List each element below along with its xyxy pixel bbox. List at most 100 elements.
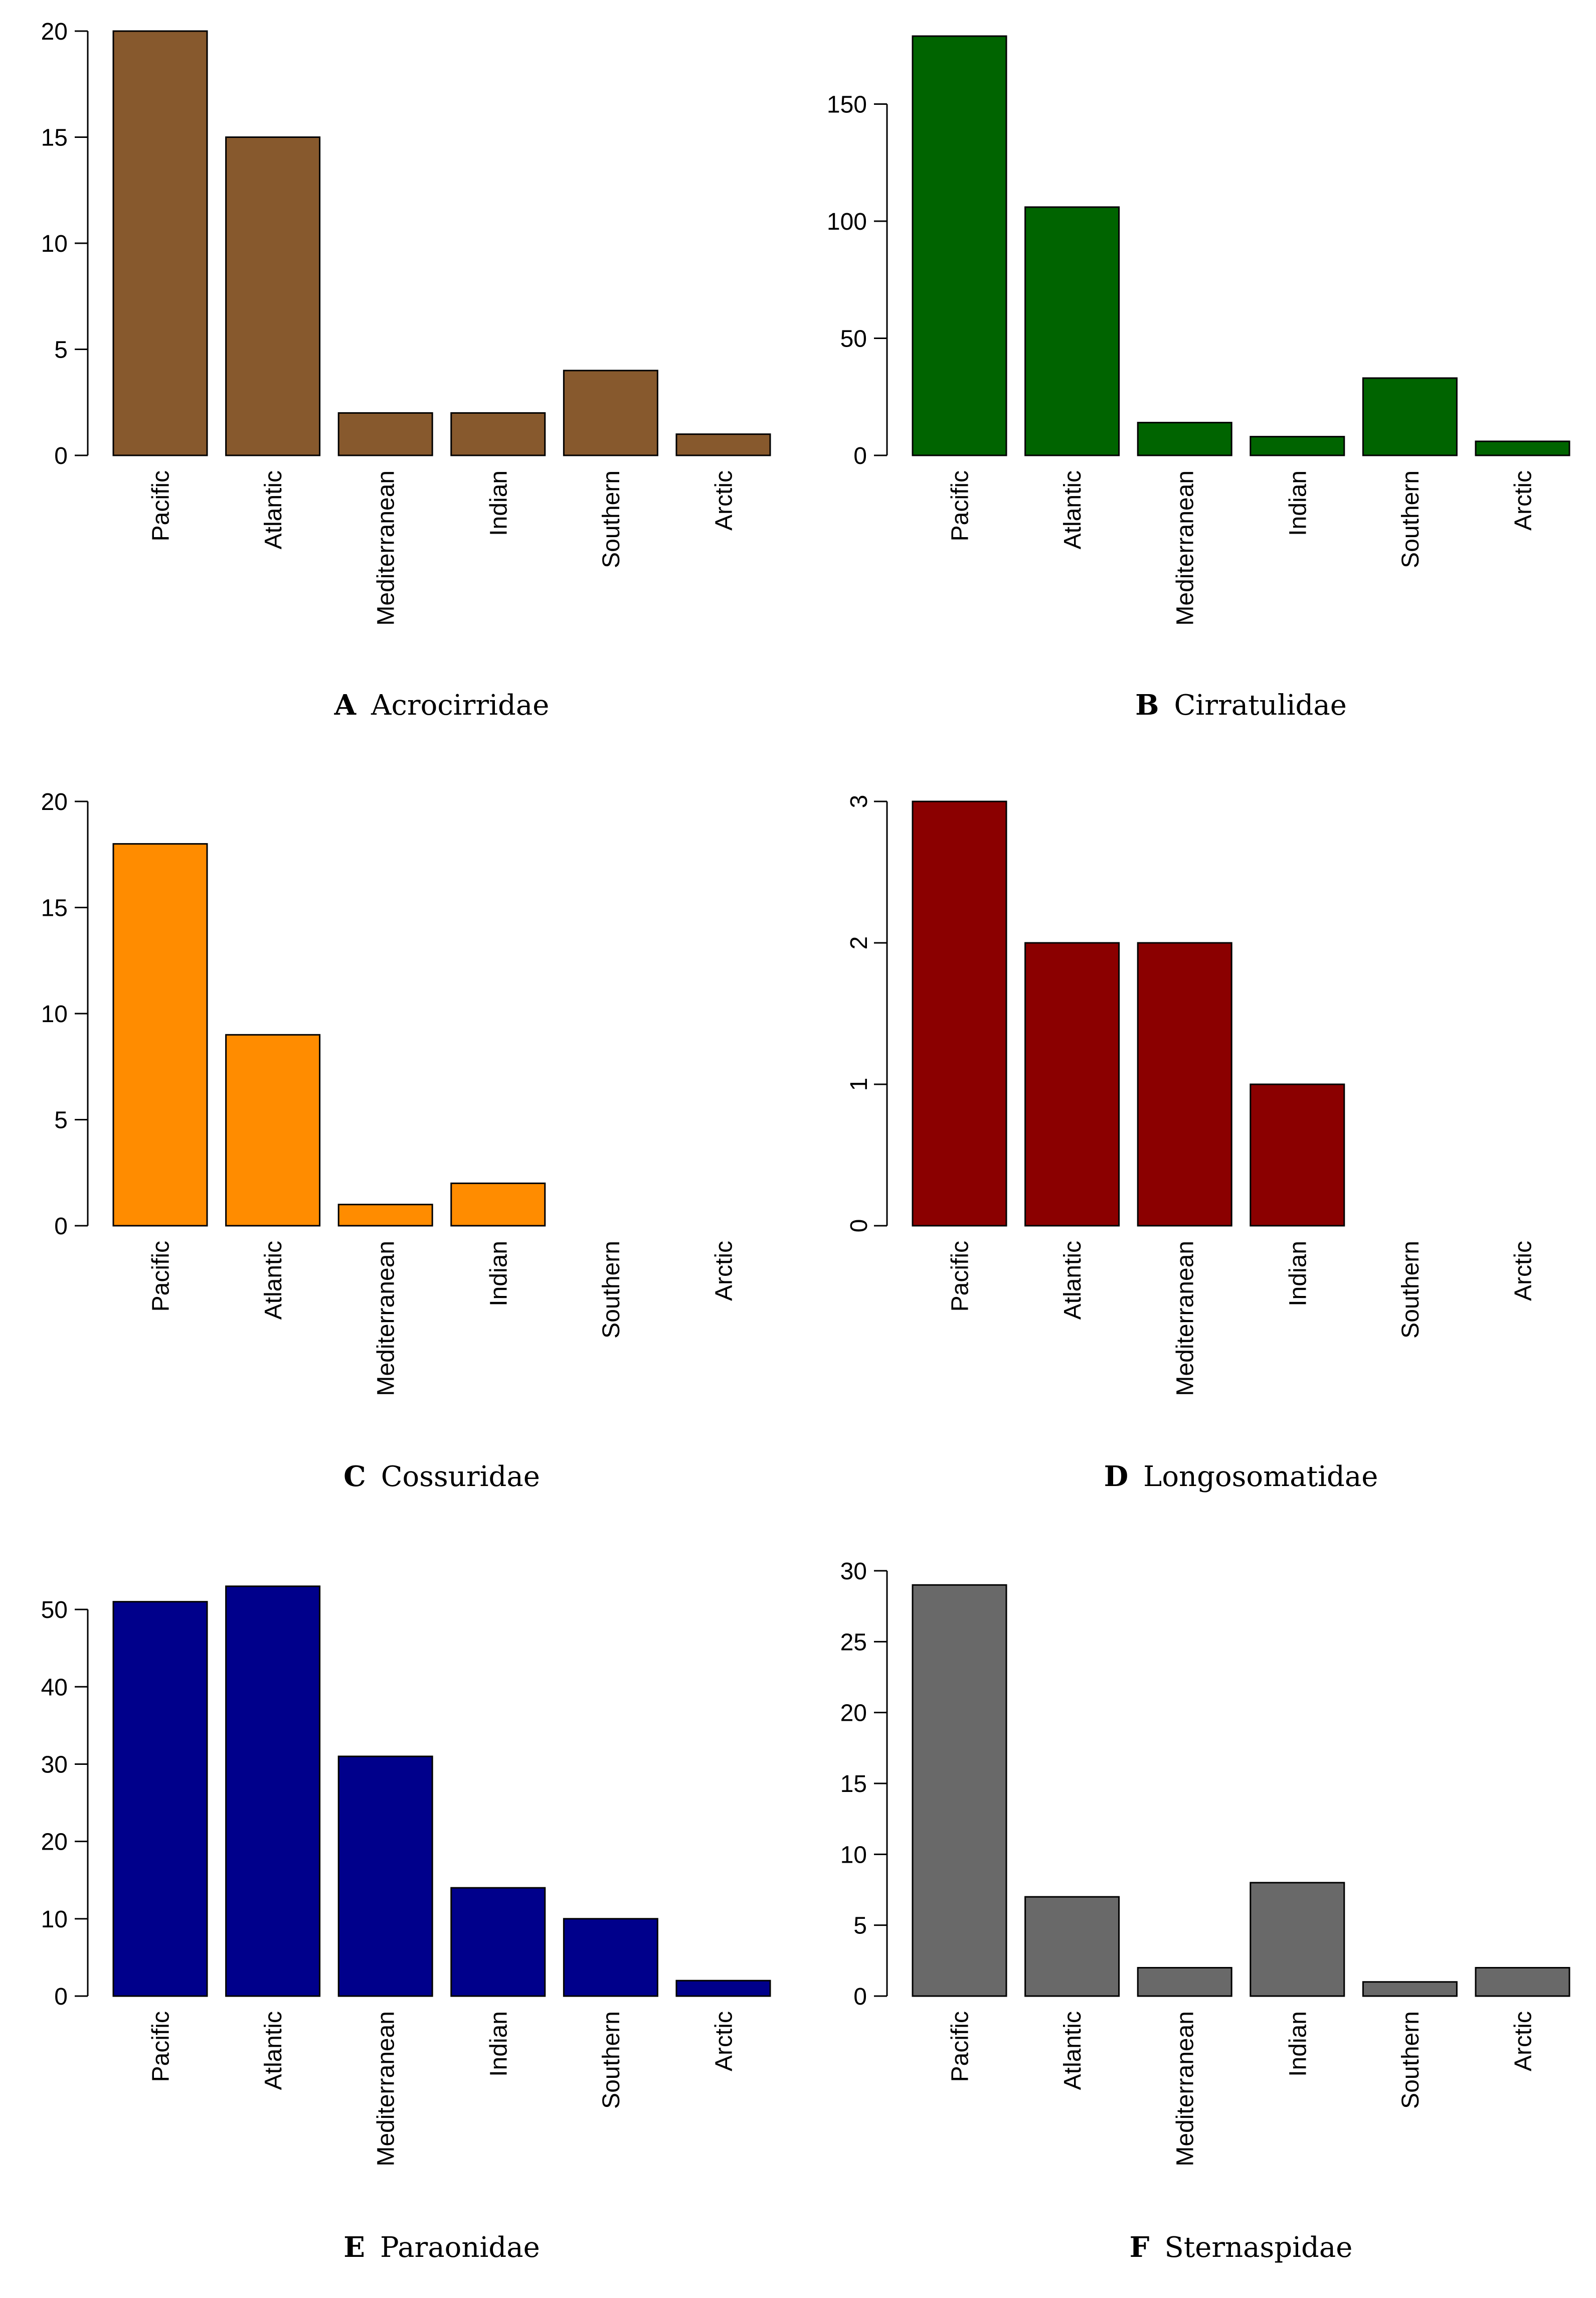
y-tick-label: 0 <box>846 1219 872 1233</box>
bar-indian <box>1250 1083 1345 1227</box>
category-label-atlantic: Atlantic <box>260 2011 287 2090</box>
bar-indian <box>1250 1882 1345 1997</box>
category-label-indian: Indian <box>485 2011 512 2077</box>
bar-indian <box>450 412 546 456</box>
category-label-atlantic: Atlantic <box>1059 470 1086 549</box>
panel-title: Sternaspidae <box>1164 2231 1352 2264</box>
panel-title: Paraonidae <box>380 2231 540 2264</box>
panel-letter: F <box>1130 2231 1150 2264</box>
panel-letter: A <box>334 689 357 722</box>
category-label-southern: Southern <box>598 1241 625 1339</box>
y-tick-label: 25 <box>840 1629 867 1656</box>
panel-d: 0 1 2 3 Pacific Atlantic Mediterranean Indian So… <box>846 795 1537 1493</box>
category-label-arctic: Arctic <box>711 470 738 531</box>
panel-title: Acrocirridae <box>371 689 549 722</box>
bar-indian <box>450 1182 546 1227</box>
bar-atlantic <box>225 1034 321 1227</box>
category-label-atlantic: Atlantic <box>1059 2011 1086 2090</box>
bar-indian <box>450 1887 546 1997</box>
y-tick-label: 20 <box>41 789 68 815</box>
panel-title: Cossuridae <box>381 1460 540 1493</box>
bar-pacific <box>112 1601 208 1997</box>
y-tick-label: 150 <box>827 91 867 118</box>
y-tick-label: 2 <box>846 936 872 950</box>
category-label-southern: Southern <box>1397 1241 1424 1339</box>
y-tick-label: 1 <box>846 1078 872 1091</box>
y-tick-label: 100 <box>827 209 867 235</box>
panel-caption: E Paraonidae <box>343 2231 540 2264</box>
bar-atlantic <box>1024 1896 1120 1997</box>
y-tick-label: 50 <box>41 1597 68 1623</box>
panel-a: 0 5 10 15 20 Pacific Atlantic Mediterranean Indi… <box>41 19 771 722</box>
y-tick-label: 0 <box>54 1213 68 1240</box>
category-label-mediterranean: Mediterranean <box>1172 1241 1199 1396</box>
y-tick-label: 40 <box>41 1674 68 1701</box>
bar-atlantic <box>1024 206 1120 456</box>
panel-letter: E <box>343 2231 365 2264</box>
y-tick-label: 15 <box>41 895 68 922</box>
category-label-pacific: Pacific <box>947 1241 974 1311</box>
panel-f: 0 5 10 15 20 25 30 Pacific Atlantic Mediterranean… <box>840 1558 1570 2264</box>
panel-caption: A Acrocirridae <box>334 689 550 722</box>
y-tick-label: 30 <box>840 1558 867 1585</box>
panel-c: 0 5 10 15 20 Pacific Atlantic Mediterranean Indi… <box>41 789 738 1493</box>
bar-southern <box>563 370 658 456</box>
bar-mediterranean <box>1137 422 1232 456</box>
category-label-mediterranean: Mediterranean <box>373 2011 400 2167</box>
category-label-southern: Southern <box>598 2011 625 2109</box>
category-label-atlantic: Atlantic <box>1059 1241 1086 1320</box>
panel-b: 0 50 100 150 Pacific Atlantic Mediterranean Ind… <box>827 35 1570 722</box>
bar-mediterranean <box>337 412 433 456</box>
y-tick-label: 15 <box>840 1771 867 1797</box>
panel-caption: C Cossuridae <box>343 1460 540 1493</box>
bar-mediterranean <box>337 1755 433 1997</box>
bar-arctic <box>1475 1966 1570 1997</box>
panel-title: Longosomatidae <box>1143 1460 1378 1493</box>
y-tick-label: 5 <box>853 1913 867 1939</box>
category-label-pacific: Pacific <box>947 2011 974 2082</box>
category-label-atlantic: Atlantic <box>260 470 287 549</box>
category-label-mediterranean: Mediterranean <box>1172 2011 1199 2167</box>
bar-atlantic <box>225 136 321 456</box>
bar-pacific <box>912 35 1007 456</box>
bar-mediterranean <box>1137 942 1232 1227</box>
y-tick-label: 15 <box>41 125 68 151</box>
category-label-atlantic: Atlantic <box>260 1241 287 1320</box>
category-label-indian: Indian <box>485 1241 512 1306</box>
y-tick-label: 10 <box>840 1842 867 1868</box>
panel-letter: B <box>1135 689 1159 722</box>
y-tick-label: 20 <box>41 1829 68 1856</box>
bar-southern <box>1362 377 1458 456</box>
category-label-mediterranean: Mediterranean <box>1172 470 1199 626</box>
category-label-pacific: Pacific <box>148 1241 174 1311</box>
y-tick-label: 10 <box>41 231 68 257</box>
bar-atlantic <box>225 1585 321 1997</box>
category-label-southern: Southern <box>1397 2011 1424 2109</box>
category-label-southern: Southern <box>598 470 625 568</box>
bar-mediterranean <box>1137 1966 1232 1997</box>
panel-e: 0 10 20 30 40 50 Pacific Atlantic Mediterranean I… <box>41 1585 771 2264</box>
y-tick-label: 0 <box>853 443 867 469</box>
y-tick-label: 0 <box>54 443 68 469</box>
category-label-pacific: Pacific <box>947 470 974 541</box>
category-label-arctic: Arctic <box>1510 1241 1537 1301</box>
category-label-indian: Indian <box>1285 470 1311 536</box>
y-tick-label: 10 <box>41 1001 68 1028</box>
y-tick-label: 5 <box>54 337 68 364</box>
bar-pacific <box>912 1584 1007 1997</box>
bar-pacific <box>112 30 208 456</box>
bar-pacific <box>112 843 208 1227</box>
y-tick-label: 3 <box>846 795 872 808</box>
category-label-arctic: Arctic <box>711 2011 738 2071</box>
panel-title: Cirratulidae <box>1174 689 1346 722</box>
panel-caption: B Cirratulidae <box>1135 689 1347 722</box>
y-tick-label: 50 <box>840 325 867 352</box>
category-label-pacific: Pacific <box>148 2011 174 2082</box>
category-label-southern: Southern <box>1397 470 1424 568</box>
y-tick-label: 30 <box>41 1751 68 1778</box>
category-label-indian: Indian <box>1285 1241 1311 1306</box>
bar-pacific <box>912 800 1007 1227</box>
category-label-indian: Indian <box>485 470 512 536</box>
y-tick-label: 0 <box>853 1984 867 2010</box>
